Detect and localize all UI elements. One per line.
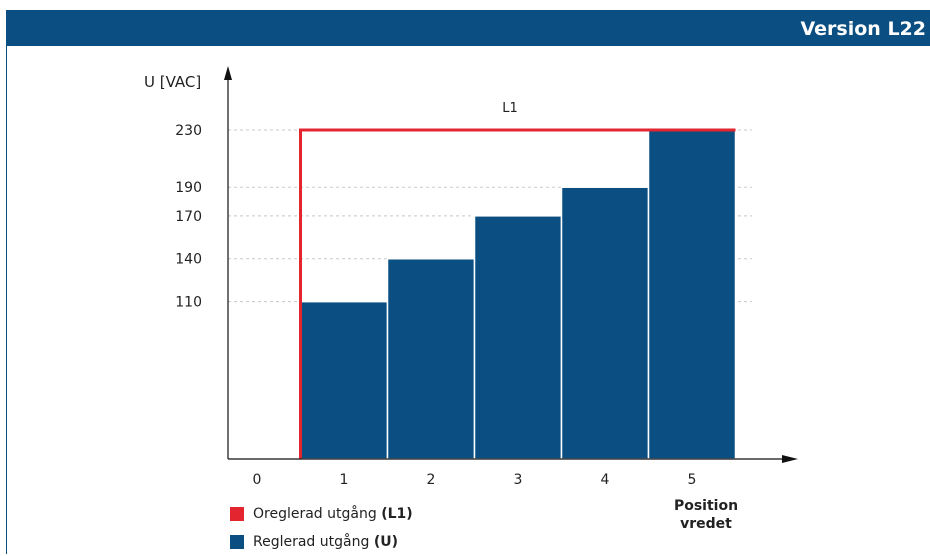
x-tick-label-5: 5	[688, 472, 697, 488]
bar-3	[473, 215, 563, 460]
y-tick-label-170: 170	[175, 209, 202, 225]
x-tick-label-3: 3	[514, 472, 523, 488]
x-tick-label-2: 2	[427, 472, 436, 488]
x-axis-title: Position vredet	[674, 498, 738, 532]
legend-swatch-red	[230, 507, 244, 521]
x-tick-label-1: 1	[340, 472, 349, 488]
annotation-l1: L1	[502, 101, 518, 116]
y-tick-label-110: 110	[175, 295, 202, 311]
bar-1	[299, 300, 389, 460]
legend-label-u: Reglerad utgång (U)	[253, 534, 398, 550]
y-tick-label-190: 190	[175, 180, 202, 196]
bar-4	[560, 186, 650, 460]
series-line-l1	[299, 128, 736, 459]
y-axis-title: U [VAC]	[144, 73, 201, 91]
x-tick-label-0: 0	[253, 472, 262, 488]
x-tick-label-4: 4	[601, 472, 610, 488]
x-axis-arrow	[782, 455, 798, 463]
y-axis-arrow	[224, 66, 232, 80]
legend: Oreglerad utgång (L1) Reglerad utgång (U…	[230, 500, 413, 556]
legend-label-l1: Oreglerad utgång (L1)	[253, 506, 413, 522]
header-title: Version L22	[800, 18, 927, 40]
legend-item-u: Reglerad utgång (U)	[230, 528, 413, 556]
y-tick-label-230: 230	[175, 123, 202, 139]
left-border	[6, 46, 7, 554]
y-tick-label-140: 140	[175, 252, 202, 268]
header-bar: Version L22	[6, 10, 930, 46]
bar-2	[386, 257, 476, 460]
legend-item-l1: Oreglerad utgång (L1)	[230, 500, 413, 528]
bar-5	[647, 129, 737, 460]
legend-swatch-blue	[230, 535, 244, 549]
